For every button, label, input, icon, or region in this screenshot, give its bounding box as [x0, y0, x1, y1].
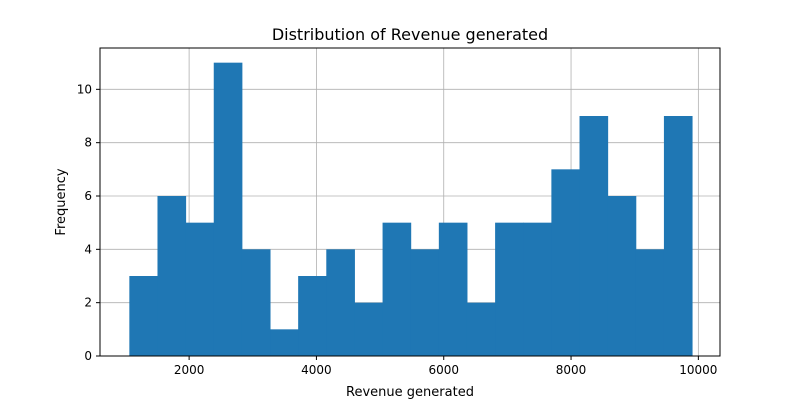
histogram-bar	[185, 222, 215, 356]
y-tick-label: 0	[84, 349, 92, 363]
histogram-bar	[241, 249, 271, 356]
y-tick-label: 6	[84, 189, 92, 203]
x-axis-ticks: 2000 4000 6000 8000 10000	[174, 356, 717, 377]
histogram-bar	[438, 222, 468, 356]
histogram-bar	[607, 196, 637, 356]
x-tick-label: 8000	[556, 363, 587, 377]
histogram-bar	[551, 169, 581, 356]
x-tick-label: 2000	[174, 363, 205, 377]
histogram-bar	[213, 62, 243, 357]
histogram-bar	[663, 116, 693, 356]
histogram-bar	[635, 249, 665, 356]
histogram-bar	[157, 196, 187, 356]
axes-frame	[99, 47, 721, 357]
histogram-bar	[495, 222, 524, 356]
y-axis-ticks: 0 2 4 6 8 10	[77, 82, 100, 363]
x-axis-label: Revenue generated	[346, 385, 474, 400]
histogram-bar	[298, 276, 327, 356]
histogram-bar	[382, 222, 412, 356]
x-tick-label: 6000	[428, 363, 459, 377]
y-tick-label: 10	[77, 82, 92, 96]
histogram-bar	[410, 249, 440, 356]
x-tick-label: 10000	[679, 363, 717, 377]
y-tick-label: 4	[84, 242, 92, 256]
x-tick-label: 4000	[301, 363, 332, 377]
histogram-bar	[579, 116, 609, 356]
chart-title: Distribution of Revenue generated	[272, 25, 548, 44]
histogram-bar	[466, 302, 496, 356]
y-tick-label: 2	[84, 296, 92, 310]
histogram-bar	[354, 302, 384, 356]
y-tick-label: 8	[84, 136, 92, 150]
histogram-bar	[129, 276, 158, 356]
histogram-bar	[523, 222, 552, 356]
histogram-bar	[326, 249, 355, 356]
y-axis-label: Frequency	[54, 168, 69, 235]
histogram-bars	[129, 62, 693, 357]
histogram-bar	[270, 329, 299, 356]
